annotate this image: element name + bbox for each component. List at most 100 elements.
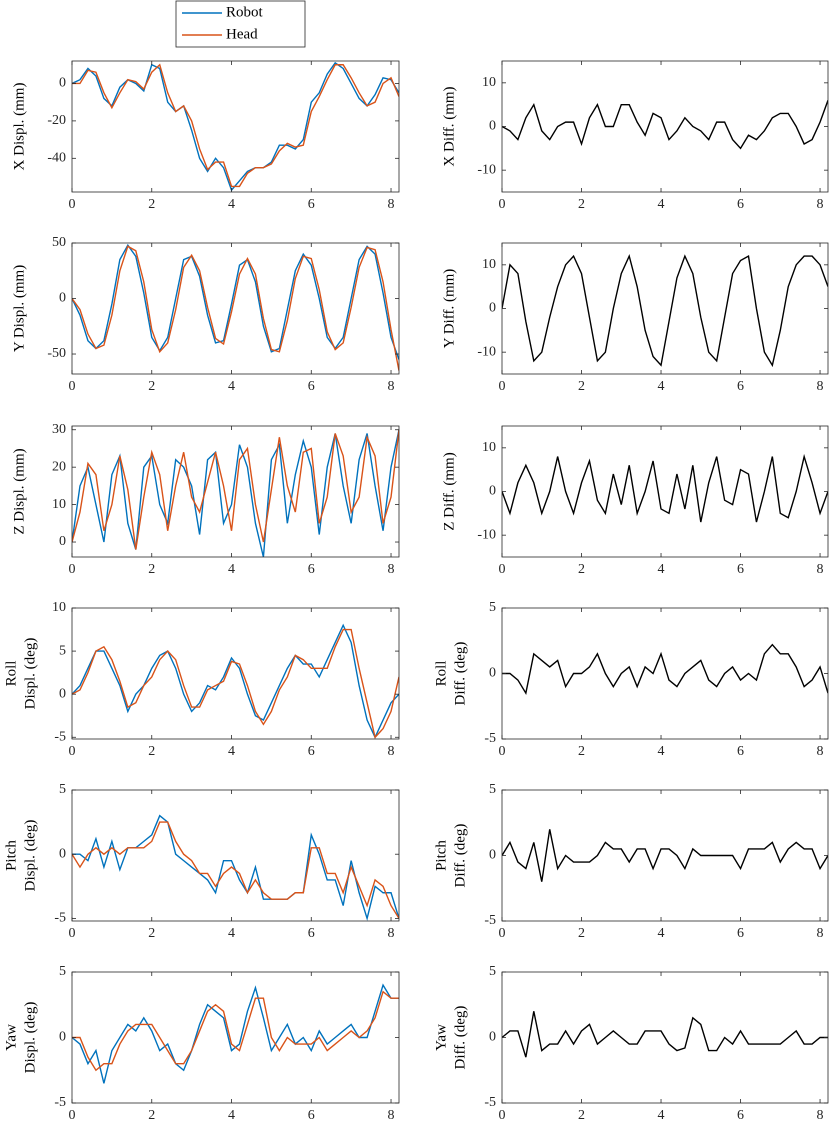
legend-box — [175, 0, 306, 48]
axes-background — [502, 790, 828, 921]
y-tick-label: -50 — [47, 346, 66, 361]
y-tick-label: 5 — [489, 782, 496, 797]
y-axis-label: Diff. (deg) — [452, 824, 468, 888]
y-tick-label: 0 — [489, 1030, 496, 1045]
x-tick-label: 2 — [578, 197, 585, 212]
x-tick-label: 2 — [578, 926, 585, 941]
x-tick-label: 4 — [228, 744, 235, 759]
x-tick-label: 6 — [308, 379, 315, 394]
x-tick-label: 4 — [658, 926, 665, 941]
x-tick-label: 8 — [817, 744, 824, 759]
y-axis-label: Z Displ. (mm) — [11, 448, 27, 534]
x-tick-label: 6 — [737, 926, 744, 941]
y-tick-label: -10 — [477, 527, 496, 542]
y-tick-label: 0 — [59, 76, 66, 91]
data-line — [72, 243, 399, 360]
y-axis-label: Pitch — [3, 840, 19, 871]
x-tick-label: 0 — [499, 744, 506, 759]
x-tick-label: 4 — [658, 744, 665, 759]
x-tick-label: 6 — [737, 379, 744, 394]
x-tick-label: 0 — [69, 744, 76, 759]
x-tick-label: 4 — [658, 562, 665, 577]
x-tick-label: 0 — [69, 926, 76, 941]
data-line — [72, 990, 399, 1072]
y-tick-label: 10 — [52, 497, 66, 512]
y-tick-label: 0 — [59, 846, 66, 861]
x-tick-label: 2 — [578, 744, 585, 759]
axes-background — [72, 790, 399, 921]
y-axis-label: Diff. (deg) — [452, 1006, 468, 1070]
x-tick-label: 8 — [817, 562, 824, 577]
x-tick-label: 2 — [148, 1108, 155, 1123]
y-axis-label: Y Diff. (mm) — [441, 269, 457, 349]
y-tick-label: 0 — [489, 301, 496, 316]
y-tick-label: 5 — [59, 782, 66, 797]
y-tick-label: -5 — [484, 1095, 496, 1110]
axes-box — [71, 789, 400, 922]
y-tick-label: -5 — [54, 729, 66, 744]
x-tick-label: 8 — [817, 197, 824, 212]
data-line — [502, 254, 828, 368]
y-tick-label: 0 — [59, 291, 66, 306]
x-tick-label: 4 — [228, 1108, 235, 1123]
x-tick-label: 4 — [228, 197, 235, 212]
y-tick-label: 10 — [482, 75, 496, 90]
axes-background — [502, 608, 828, 739]
axes-box — [71, 242, 400, 375]
y-tick-label: 0 — [489, 848, 496, 863]
x-tick-label: 8 — [817, 926, 824, 941]
x-tick-label: 0 — [499, 926, 506, 941]
x-tick-label: 8 — [388, 197, 395, 212]
x-tick-label: 0 — [499, 197, 506, 212]
x-tick-label: 0 — [69, 197, 76, 212]
y-tick-label: 0 — [489, 119, 496, 134]
x-tick-label: 4 — [228, 562, 235, 577]
x-tick-label: 2 — [148, 197, 155, 212]
x-tick-label: 6 — [308, 197, 315, 212]
y-tick-label: 10 — [52, 600, 66, 615]
x-tick-label: 8 — [388, 926, 395, 941]
y-axis-label: X Displ. (mm) — [11, 83, 27, 171]
x-tick-label: 0 — [499, 562, 506, 577]
axes-box — [71, 425, 400, 558]
y-tick-label: -10 — [477, 344, 496, 359]
y-tick-label: -40 — [47, 151, 66, 166]
x-tick-label: 4 — [658, 197, 665, 212]
legend-label: Head — [226, 26, 258, 42]
x-tick-label: 6 — [737, 197, 744, 212]
data-line — [502, 643, 828, 696]
x-tick-label: 8 — [817, 379, 824, 394]
x-tick-label: 0 — [499, 379, 506, 394]
data-line — [72, 245, 399, 371]
axes-background — [72, 608, 399, 739]
y-tick-label: 5 — [59, 643, 66, 658]
x-tick-label: 6 — [737, 744, 744, 759]
x-tick-label: 6 — [308, 926, 315, 941]
x-tick-label: 6 — [737, 562, 744, 577]
data-line — [72, 429, 399, 550]
y-axis-label: Diff. (deg) — [452, 642, 468, 706]
x-tick-label: 8 — [388, 1108, 395, 1123]
legend-label: Robot — [226, 4, 264, 20]
x-tick-label: 0 — [69, 379, 76, 394]
y-tick-label: 0 — [59, 1030, 66, 1045]
y-tick-label: 10 — [482, 257, 496, 272]
y-axis-label: Yaw — [3, 1024, 19, 1051]
y-axis-label: X Diff. (mm) — [441, 86, 457, 166]
x-tick-label: 2 — [578, 562, 585, 577]
y-tick-label: 0 — [489, 484, 496, 499]
y-tick-label: 5 — [489, 600, 496, 615]
y-axis-label: Displ. (deg) — [22, 820, 38, 892]
y-tick-label: 30 — [52, 422, 66, 437]
x-tick-label: 2 — [148, 926, 155, 941]
x-tick-label: 4 — [658, 379, 665, 394]
y-axis-label: Roll — [3, 661, 19, 687]
data-line — [72, 63, 399, 188]
y-axis-label: Z Diff. (mm) — [441, 452, 457, 530]
y-tick-label: 0 — [59, 686, 66, 701]
x-tick-label: 8 — [388, 744, 395, 759]
y-axis-label: Y Displ. (mm) — [11, 265, 27, 352]
data-line — [72, 821, 399, 919]
y-tick-label: 10 — [482, 440, 496, 455]
y-tick-label: 0 — [59, 534, 66, 549]
